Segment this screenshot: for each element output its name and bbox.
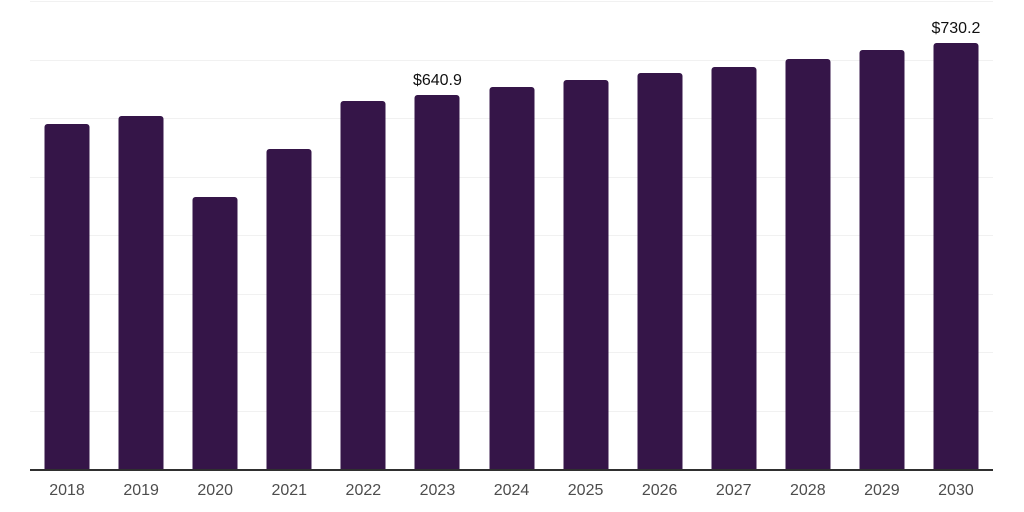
bar-2022: [340, 100, 386, 470]
bar-2019: [118, 115, 164, 470]
bar-2028: [785, 58, 831, 470]
x-tick-label-2027: 2027: [715, 482, 752, 499]
x-tick-label-2020: 2020: [197, 482, 233, 499]
x-tick-label-2025: 2025: [567, 482, 604, 499]
bar-2029: [859, 50, 905, 470]
bar-2026: [637, 73, 683, 470]
bar-2024: [489, 87, 534, 470]
value-label-2023: $640.9: [412, 72, 462, 90]
bar-2021: [266, 149, 312, 470]
x-tick-label-2026: 2026: [641, 482, 678, 499]
x-tick-label-2029: 2029: [864, 482, 900, 499]
gridline-800: [30, 1, 993, 2]
bar-2020: [192, 196, 238, 470]
bar-2025: [563, 79, 609, 470]
bar-2023: [414, 95, 460, 470]
bar-2030: [933, 42, 979, 470]
x-tick-label-2028: 2028: [790, 482, 826, 499]
value-label-2030: $730.2: [931, 19, 981, 37]
x-tick-label-2019: 2019: [123, 482, 159, 499]
plot-area: $640.9 $730.2: [30, 1, 993, 471]
x-axis: 2018 2019 2020 2021 2022 2023 2024 2025 2026 2027…: [30, 470, 993, 512]
gridline-700: [30, 59, 993, 61]
x-axis-line: [30, 469, 993, 471]
x-tick-label-2023: 2023: [419, 482, 456, 499]
x-tick-label-2024: 2024: [493, 482, 530, 499]
x-tick-label-2030: 2030: [938, 482, 974, 499]
bar-2018: [44, 124, 90, 470]
x-tick-label-2021: 2021: [271, 482, 308, 499]
x-tick-label-2022: 2022: [345, 482, 382, 499]
bar-2027: [711, 66, 757, 470]
x-tick-label-2018: 2018: [49, 482, 85, 499]
